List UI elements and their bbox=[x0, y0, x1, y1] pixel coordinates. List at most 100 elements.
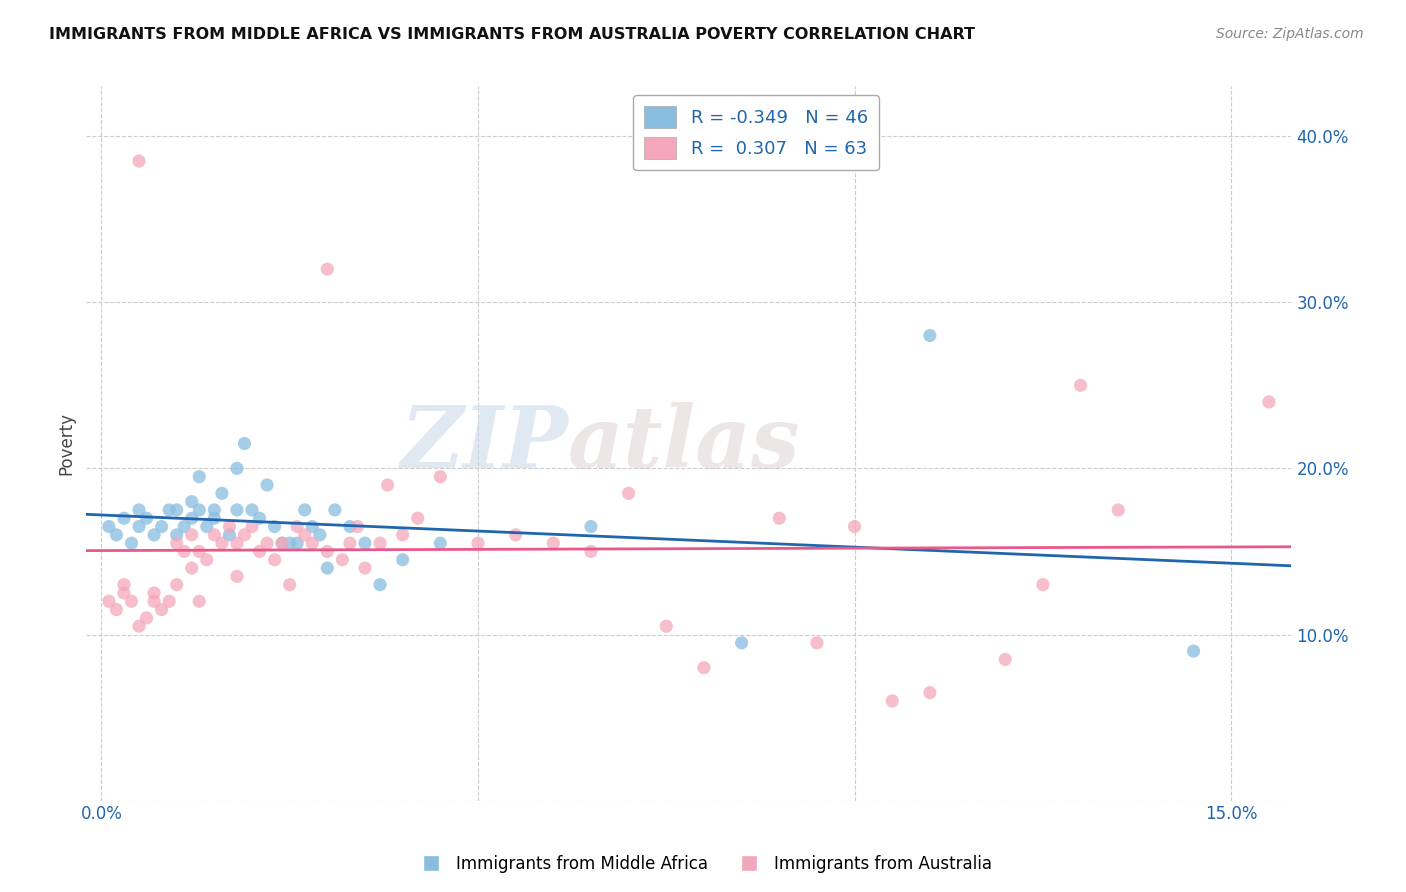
Point bbox=[617, 486, 640, 500]
Point bbox=[263, 553, 285, 567]
Point bbox=[994, 652, 1017, 666]
Point bbox=[128, 519, 150, 533]
Point bbox=[128, 154, 150, 169]
Point bbox=[202, 511, 225, 525]
Point bbox=[97, 594, 120, 608]
Point bbox=[150, 519, 173, 533]
Point bbox=[233, 528, 256, 542]
Point bbox=[143, 594, 166, 608]
Point bbox=[128, 503, 150, 517]
Point bbox=[368, 536, 391, 550]
Point bbox=[368, 577, 391, 591]
Point bbox=[301, 536, 323, 550]
Point bbox=[180, 494, 202, 508]
Point bbox=[240, 519, 263, 533]
Point bbox=[211, 486, 233, 500]
Point bbox=[112, 586, 135, 600]
Point bbox=[226, 569, 249, 583]
Point bbox=[121, 594, 143, 608]
Text: IMMIGRANTS FROM MIDDLE AFRICA VS IMMIGRANTS FROM AUSTRALIA POVERTY CORRELATION C: IMMIGRANTS FROM MIDDLE AFRICA VS IMMIGRA… bbox=[49, 27, 976, 42]
Text: Source: ZipAtlas.com: Source: ZipAtlas.com bbox=[1216, 27, 1364, 41]
Point bbox=[271, 536, 294, 550]
Point bbox=[218, 528, 240, 542]
Point bbox=[180, 511, 202, 525]
Point bbox=[308, 528, 330, 542]
Point bbox=[294, 503, 316, 517]
Point bbox=[655, 619, 678, 633]
Point bbox=[316, 561, 339, 575]
Point bbox=[249, 511, 271, 525]
Point bbox=[143, 586, 166, 600]
Point bbox=[195, 553, 218, 567]
Point bbox=[346, 519, 368, 533]
Point bbox=[406, 511, 429, 525]
Point bbox=[166, 503, 188, 517]
Point bbox=[1107, 503, 1129, 517]
Point bbox=[332, 553, 354, 567]
Point bbox=[112, 577, 135, 591]
Point bbox=[429, 536, 451, 550]
Point bbox=[188, 544, 211, 558]
Point bbox=[188, 594, 211, 608]
Point bbox=[256, 478, 278, 492]
Point bbox=[323, 503, 346, 517]
Point bbox=[278, 577, 301, 591]
Point bbox=[218, 519, 240, 533]
Point bbox=[211, 536, 233, 550]
Point bbox=[233, 436, 256, 450]
Point bbox=[316, 544, 339, 558]
Point bbox=[195, 519, 218, 533]
Point bbox=[150, 602, 173, 616]
Point bbox=[143, 528, 166, 542]
Point bbox=[579, 519, 602, 533]
Point bbox=[105, 602, 128, 616]
Point bbox=[121, 536, 143, 550]
Point bbox=[135, 611, 157, 625]
Point bbox=[105, 528, 128, 542]
Point bbox=[768, 511, 790, 525]
Point bbox=[240, 503, 263, 517]
Text: atlas: atlas bbox=[568, 401, 801, 485]
Point bbox=[128, 619, 150, 633]
Point bbox=[918, 328, 941, 343]
Text: ZIP: ZIP bbox=[401, 401, 568, 485]
Point bbox=[157, 594, 180, 608]
Point bbox=[294, 528, 316, 542]
Y-axis label: Poverty: Poverty bbox=[58, 412, 75, 475]
Point bbox=[166, 528, 188, 542]
Point bbox=[354, 561, 377, 575]
Point bbox=[135, 511, 157, 525]
Point bbox=[285, 519, 308, 533]
Point bbox=[173, 544, 195, 558]
Point bbox=[1070, 378, 1092, 392]
Point bbox=[339, 519, 361, 533]
Point bbox=[429, 469, 451, 483]
Point bbox=[226, 536, 249, 550]
Point bbox=[1182, 644, 1205, 658]
Point bbox=[249, 544, 271, 558]
Point bbox=[882, 694, 904, 708]
Point bbox=[806, 636, 828, 650]
Point bbox=[226, 503, 249, 517]
Point bbox=[97, 519, 120, 533]
Point bbox=[730, 636, 752, 650]
Point bbox=[271, 536, 294, 550]
Point bbox=[180, 561, 202, 575]
Point bbox=[579, 544, 602, 558]
Point bbox=[354, 536, 377, 550]
Point bbox=[202, 503, 225, 517]
Point bbox=[1032, 577, 1054, 591]
Point bbox=[316, 262, 339, 277]
Point bbox=[391, 553, 413, 567]
Point bbox=[301, 519, 323, 533]
Point bbox=[285, 536, 308, 550]
Point bbox=[467, 536, 489, 550]
Point bbox=[391, 528, 413, 542]
Legend: Immigrants from Middle Africa, Immigrants from Australia: Immigrants from Middle Africa, Immigrant… bbox=[408, 848, 998, 880]
Point bbox=[157, 503, 180, 517]
Point bbox=[339, 536, 361, 550]
Point bbox=[166, 577, 188, 591]
Point bbox=[166, 536, 188, 550]
Point bbox=[844, 519, 866, 533]
Legend: R = -0.349   N = 46, R =  0.307   N = 63: R = -0.349 N = 46, R = 0.307 N = 63 bbox=[633, 95, 879, 170]
